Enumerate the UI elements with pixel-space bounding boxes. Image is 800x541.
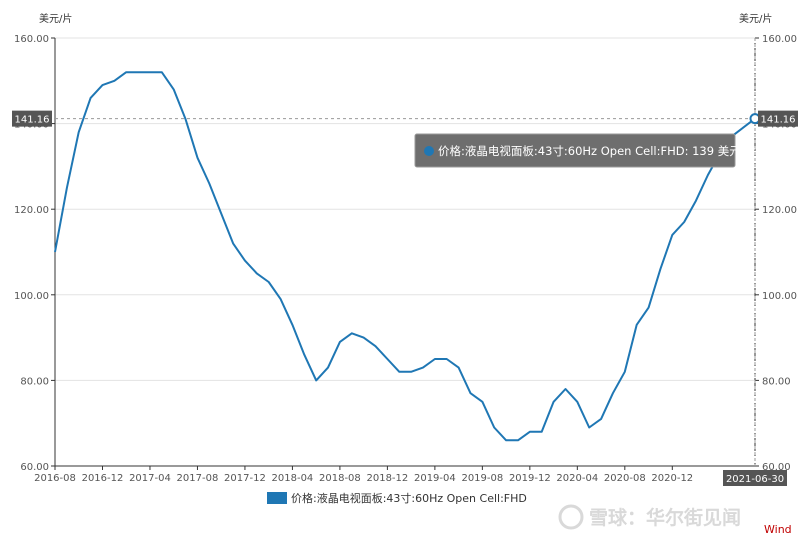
legend-swatch [267,492,287,504]
source-label: Wind [764,523,792,536]
tooltip-box [414,133,736,168]
y-tick-label: 60.00 [20,462,49,473]
tooltip-series-dot [424,146,434,156]
y-value-badge-left-text: 141.16 [15,115,50,126]
x-tick-label: 2020-08 [604,473,646,484]
y-tick-label-right: 120.00 [762,205,797,216]
y-tick-label-right: 80.00 [762,376,791,387]
watermark-text: 雪球：华尔街见闻 [589,506,741,529]
series-group [54,71,756,442]
y-tick-label: 160.00 [14,34,49,45]
watermark: 雪球：华尔街见闻 [558,504,741,530]
x-value-badge [723,470,787,486]
x-tick-label: 2017-04 [129,473,171,484]
legend-label: 价格:液晶电视面板:43寸:60Hz Open Cell:FHD [291,491,527,505]
watermark-logo-icon [558,504,584,530]
x-tick-label: 2018-04 [272,473,314,484]
x-tick-label: 2016-08 [34,473,76,484]
y-value-badge-right [758,110,798,127]
crosshair: 141.16 141.16 2021-06-30 [12,38,798,486]
tooltip: 价格:液晶电视面板:43寸:60Hz Open Cell:FHD: 139 美元… [414,133,756,168]
y-tick-label: 100.00 [14,291,49,302]
y-value-badge-right-text: 141.16 [761,115,796,126]
x-tick-label: 2016-12 [82,473,124,484]
x-tick-label: 2017-12 [224,473,266,484]
grid-lines [54,37,756,467]
legend[interactable]: 价格:液晶电视面板:43寸:60Hz Open Cell:FHD [267,491,527,505]
y-tick-label-right: 160.00 [762,34,797,45]
x-tick-label: 2018-08 [319,473,361,484]
x-tick-label: 2019-04 [414,473,456,484]
y-axis-unit-left: 美元/片 [39,12,72,25]
x-tick-label: 2019-12 [509,473,551,484]
x-tick-label: 2018-12 [366,473,408,484]
y-tick-label-right: 100.00 [762,291,797,302]
x-value-badge-text: 2021-06-30 [726,474,784,485]
x-tick-label: 2019-08 [461,473,503,484]
y-value-badge-left [12,110,52,127]
y-tick-label: 80.00 [20,376,49,387]
y-axis-unit-right: 美元/片 [739,12,772,25]
x-tick-label: 2017-08 [177,473,219,484]
y-tick-label: 120.00 [14,205,49,216]
x-tick-label: 2020-12 [651,473,693,484]
series-line [54,71,756,442]
x-axis: 2016-08 2016-12 2017-04 2017-08 2017-12 2018-… [34,466,693,484]
tooltip-text: 价格:液晶电视面板:43寸:60Hz Open Cell:FHD: 139 美元… [438,144,756,158]
x-tick-label: 2020-04 [556,473,598,484]
y-tick-label-right: 60.00 [762,462,791,473]
